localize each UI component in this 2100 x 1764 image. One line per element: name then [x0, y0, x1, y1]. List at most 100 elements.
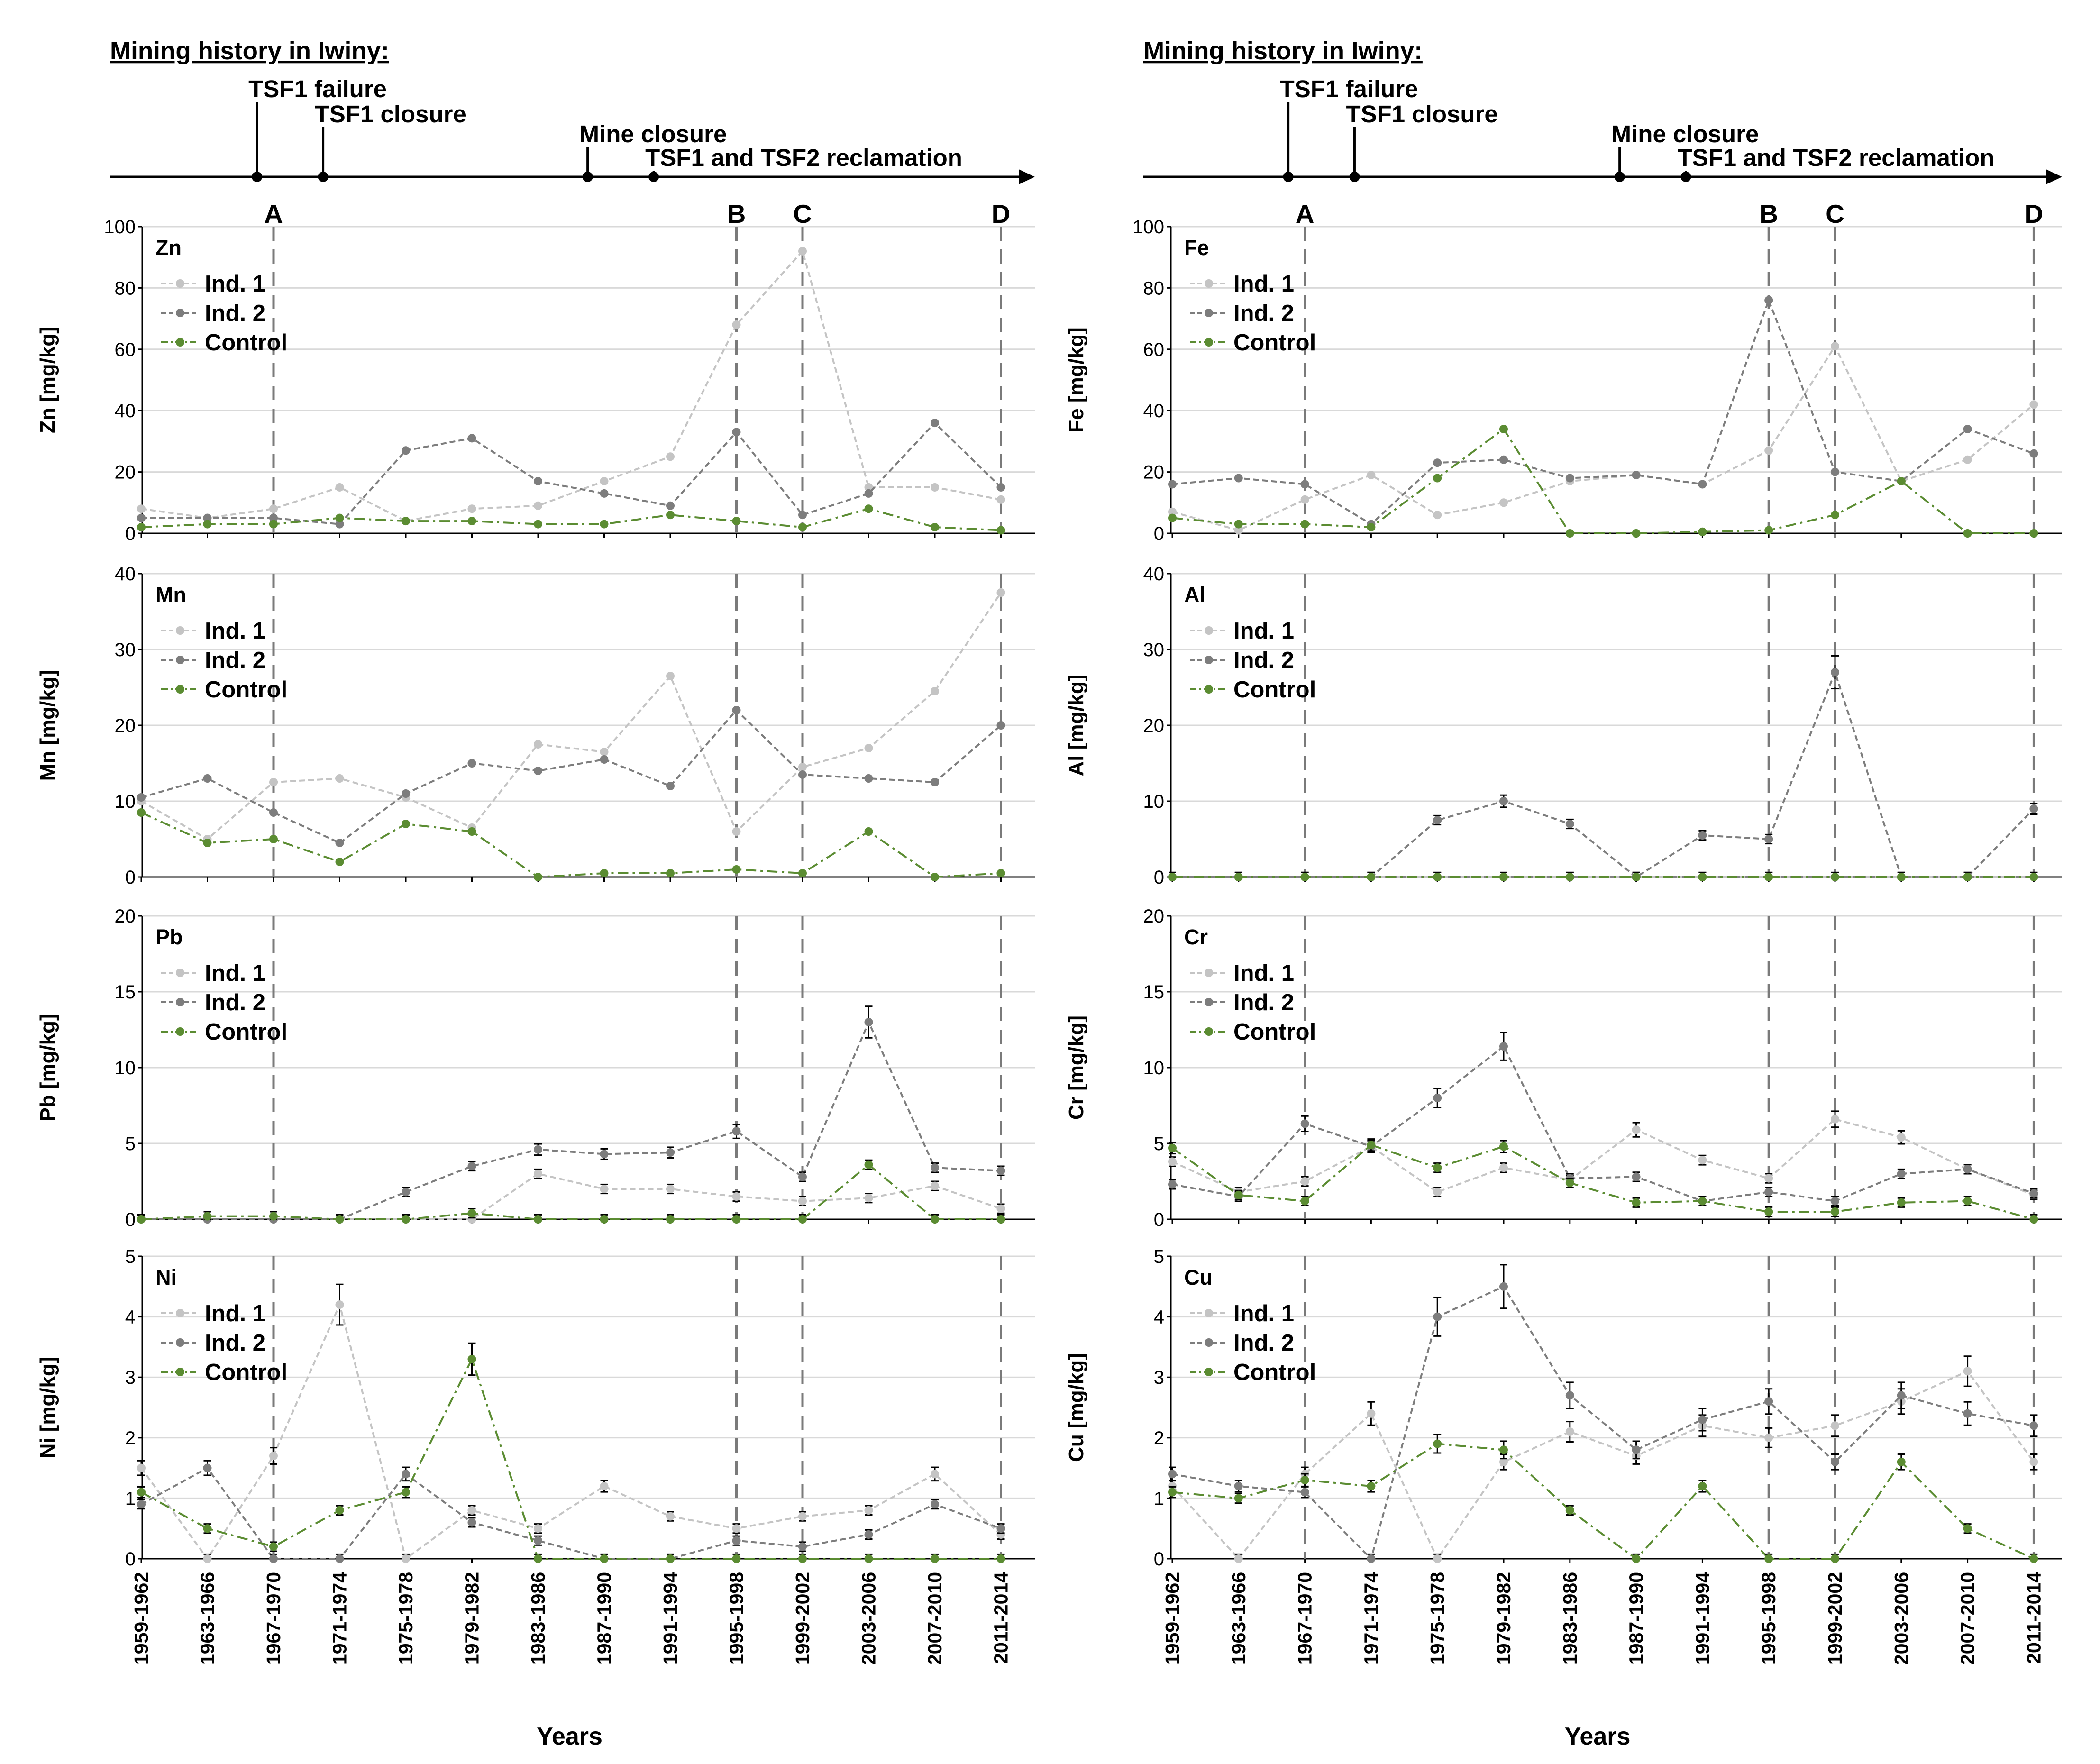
data-point-ind1: [467, 504, 476, 513]
data-point-ind1: [666, 672, 675, 680]
data-point-ind2: [1831, 1197, 1839, 1206]
data-point-control: [1367, 873, 1376, 881]
data-point-control: [1632, 1198, 1641, 1207]
data-point-ind2: [1433, 1094, 1442, 1102]
y-tick-label: 60: [115, 339, 136, 360]
data-point-ind2: [1565, 820, 1574, 828]
data-point-ind1: [798, 763, 807, 771]
data-point-ind1: [1234, 1554, 1243, 1563]
data-point-ind2: [1831, 668, 1839, 676]
data-point-control: [1499, 425, 1508, 434]
data-point-ind2: [732, 1536, 741, 1545]
data-point-control: [1698, 873, 1707, 881]
chart-panel-ni: 0 1 2 3 4 5 Ni [mg/kg] Ni Ind. 1 Ind. 2 Control 195…: [36, 1246, 1035, 1665]
x-tick-label: 1979-1982: [461, 1572, 483, 1665]
data-point-ind1: [666, 1512, 675, 1521]
data-point-control: [335, 1506, 344, 1515]
data-point-ind2: [1897, 1391, 1906, 1400]
data-point-ind2: [1963, 1165, 1972, 1174]
data-point-control: [1963, 529, 1972, 538]
data-point-ind2: [732, 1127, 741, 1136]
timeline-title: Mining history in Iwiny:: [1143, 37, 1423, 65]
data-point-control: [203, 839, 212, 847]
data-point-control: [996, 1215, 1005, 1224]
x-tick-label: 1963-1966: [1228, 1572, 1250, 1665]
legend-label-ind2: Ind. 2: [1233, 301, 1294, 326]
y-tick-label: 20: [1143, 906, 1165, 927]
data-point-ind2: [1698, 480, 1707, 489]
series-line-control: [1171, 1143, 2034, 1220]
y-tick-label: 10: [1143, 791, 1165, 812]
data-point-ind2: [534, 767, 542, 775]
data-point-control: [1499, 1142, 1508, 1151]
data-point-ind2: [798, 511, 807, 520]
y-tick-label: 0: [125, 1549, 136, 1570]
data-point-control: [402, 517, 410, 526]
data-point-control: [137, 808, 146, 817]
data-point-ind2: [269, 513, 278, 522]
data-point-ind2: [467, 1162, 476, 1170]
y-tick-label: 80: [115, 278, 136, 299]
data-point-ind1: [732, 320, 741, 329]
x-tick-label: 2003-2006: [858, 1572, 880, 1665]
data-point-control: [137, 1488, 146, 1497]
data-point-ind1: [269, 778, 278, 786]
legend-label-ind1: Ind. 1: [205, 960, 265, 986]
data-point-ind2: [335, 839, 344, 847]
legend-marker-ind2: [1205, 1338, 1213, 1347]
data-point-control: [666, 1215, 675, 1224]
y-tick-label: 0: [125, 523, 136, 544]
data-point-control: [1698, 527, 1707, 536]
series-line-ind1: [1172, 1118, 2035, 1196]
data-point-control: [203, 520, 212, 529]
data-point-control: [1168, 873, 1177, 881]
data-point-ind2: [2029, 1189, 2038, 1198]
data-point-ind2: [931, 778, 939, 786]
data-point-ind2: [931, 419, 939, 428]
data-point-ind2: [1764, 1188, 1773, 1197]
data-point-control: [1565, 529, 1574, 538]
legend-marker-control: [176, 685, 184, 694]
x-axis-title: Years: [1565, 1723, 1631, 1750]
data-point-control: [600, 1215, 609, 1224]
data-point-control: [864, 504, 873, 513]
legend-label-control: Control: [1233, 677, 1316, 703]
timeline-event-label: TSF1 closure: [1346, 101, 1497, 128]
data-point-control: [467, 517, 476, 526]
data-point-ind2: [1499, 455, 1508, 464]
legend-marker-ind1: [1205, 1309, 1213, 1317]
data-point-control: [1897, 1457, 1906, 1466]
data-point-ind2: [864, 774, 873, 783]
data-point-control: [1831, 1207, 1839, 1216]
timeline-event-dot: [582, 172, 593, 182]
data-point-control: [1565, 873, 1574, 881]
data-point-control: [931, 523, 939, 532]
legend-label-control: Control: [1233, 1360, 1316, 1385]
legend-label-control: Control: [205, 1360, 287, 1385]
data-point-ind1: [931, 1470, 939, 1479]
data-point-control: [1367, 1141, 1376, 1150]
data-point-ind2: [1963, 1409, 1972, 1418]
data-point-control: [2029, 873, 2038, 881]
data-point-ind2: [931, 1163, 939, 1172]
y-tick-label: 3: [125, 1367, 136, 1388]
y-tick-label: 20: [1143, 715, 1165, 736]
y-axis-label: Mn [mg/kg]: [36, 670, 59, 781]
y-tick-label: 0: [1154, 1549, 1164, 1570]
data-point-ind2: [1831, 1457, 1839, 1466]
data-point-ind2: [402, 446, 410, 455]
data-point-control: [1831, 511, 1839, 520]
data-point-ind1: [269, 1452, 278, 1461]
timeline-event-dot: [1614, 172, 1625, 182]
timeline-event-label: Mine closure: [1611, 120, 1759, 147]
x-tick-label: 2007-2010: [924, 1572, 946, 1665]
data-point-ind2: [534, 477, 542, 486]
data-point-ind2: [1300, 1119, 1309, 1128]
data-point-ind2: [1234, 474, 1243, 483]
data-point-control: [1963, 1524, 1972, 1533]
data-point-ind2: [1698, 831, 1707, 840]
data-point-control: [1234, 520, 1243, 529]
data-point-ind2: [996, 1524, 1005, 1533]
data-point-ind2: [1433, 458, 1442, 467]
